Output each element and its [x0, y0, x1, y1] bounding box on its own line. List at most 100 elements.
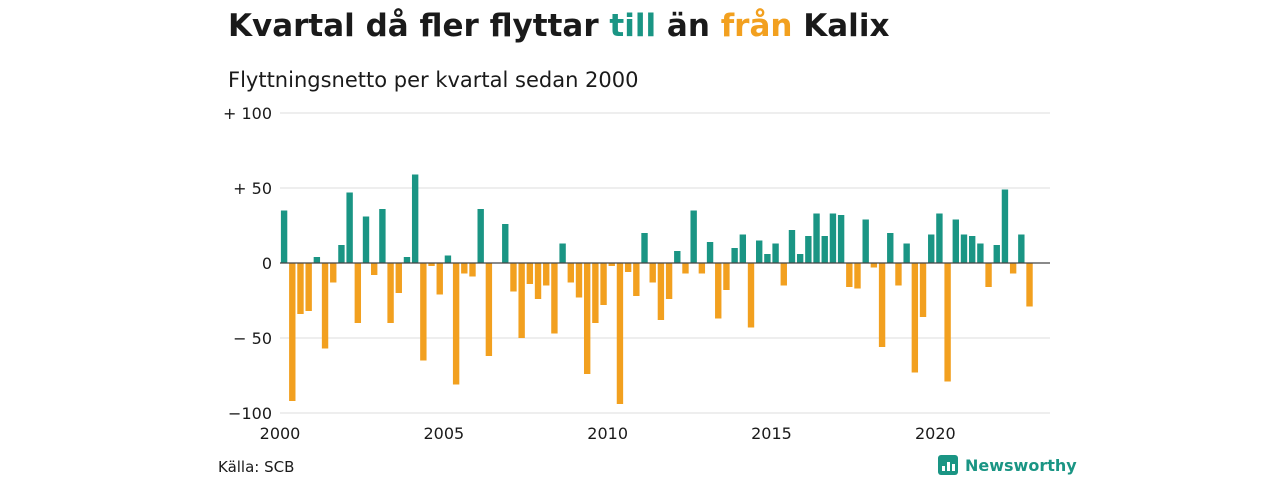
bar [583, 263, 591, 374]
bar [870, 263, 878, 268]
y-tick-label: −100 [228, 404, 272, 423]
bar [960, 234, 968, 263]
bar [665, 263, 673, 299]
bar [534, 263, 542, 299]
bar [796, 254, 804, 263]
bar [887, 233, 894, 263]
bar [944, 263, 951, 382]
bar [780, 263, 787, 286]
bar [821, 236, 828, 263]
bar [436, 263, 443, 295]
bar [526, 263, 534, 284]
bar [739, 234, 747, 263]
bar [641, 233, 648, 263]
bar [387, 263, 394, 323]
bar [993, 245, 1000, 263]
bar [952, 219, 959, 263]
bar [854, 263, 861, 289]
title-till: till [609, 8, 657, 44]
bar [346, 192, 353, 263]
bar [968, 236, 976, 263]
bar [452, 263, 460, 385]
bar [878, 263, 886, 347]
x-tick-label: 2015 [751, 424, 792, 443]
bar [674, 251, 681, 263]
title-fran: från [720, 8, 793, 44]
bar [362, 216, 370, 263]
bar [477, 209, 484, 263]
bar [379, 209, 386, 263]
bar [485, 263, 493, 356]
bar [354, 263, 362, 323]
bar [592, 263, 599, 323]
bar [911, 263, 919, 373]
bar [649, 263, 656, 283]
title-part3: Kalix [792, 8, 890, 44]
x-tick-label: 2010 [587, 424, 628, 443]
bar [330, 263, 337, 283]
title-part1: Kvartal då fler flyttar [228, 8, 610, 44]
bar [444, 255, 452, 263]
bar [895, 263, 902, 286]
bar [280, 210, 288, 263]
bar [461, 263, 468, 274]
bar [305, 263, 312, 311]
bar [657, 263, 665, 320]
y-tick-label: + 50 [233, 179, 272, 198]
bar [420, 263, 427, 361]
bar [1026, 263, 1033, 307]
x-tick-label: 2005 [423, 424, 464, 443]
bar [469, 263, 476, 277]
bar [846, 263, 853, 287]
bar [395, 263, 402, 293]
bar [321, 263, 329, 349]
y-tick-label: − 50 [233, 329, 272, 348]
title-part2: än [656, 8, 721, 44]
bar [543, 263, 550, 286]
bar [919, 263, 927, 317]
bar [371, 263, 378, 275]
bar [289, 263, 296, 401]
bar [772, 243, 779, 263]
bar [723, 263, 730, 290]
bar [1009, 263, 1017, 274]
bar [682, 263, 689, 274]
bar [411, 174, 419, 263]
bar [567, 263, 574, 283]
bar [764, 254, 771, 263]
x-tick-label: 2020 [915, 424, 956, 443]
bar [690, 210, 697, 263]
newsworthy-icon [938, 455, 958, 475]
bar [428, 263, 435, 266]
bar [715, 263, 722, 319]
bar [805, 236, 812, 263]
bar [862, 219, 869, 263]
bar [936, 213, 943, 263]
bar [928, 234, 935, 263]
bar [747, 263, 755, 328]
bar [977, 243, 984, 263]
bar [297, 263, 304, 314]
bar [756, 240, 763, 263]
bar [600, 263, 607, 305]
y-tick-label: 0 [262, 254, 272, 273]
bar [559, 243, 566, 263]
bar [575, 263, 583, 298]
bar [829, 213, 837, 263]
chart-title: Kvartal då fler flyttar till än från Kal… [228, 8, 889, 44]
bar [1018, 234, 1025, 263]
bar [608, 263, 615, 266]
y-tick-label: + 100 [223, 104, 272, 123]
source-label: Källa: SCB [218, 458, 295, 476]
bar [633, 263, 640, 296]
bar [616, 263, 624, 404]
bar [788, 230, 796, 263]
chart-subtitle: Flyttningsnetto per kvartal sedan 2000 [228, 68, 639, 92]
bar [706, 242, 714, 263]
bar [510, 263, 517, 292]
bar [903, 243, 910, 263]
bar [1001, 189, 1009, 263]
bar [624, 263, 632, 272]
bar [403, 257, 411, 263]
